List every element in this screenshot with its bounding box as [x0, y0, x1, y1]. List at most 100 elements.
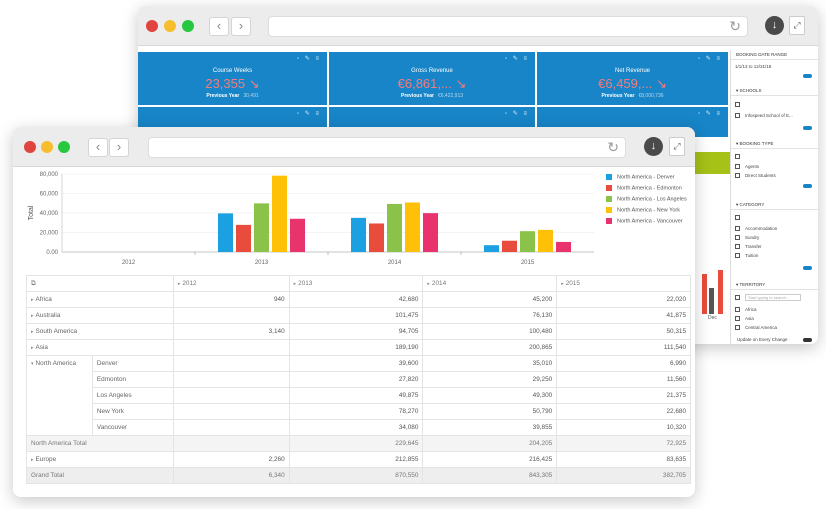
filter-toggle[interactable] [803, 266, 812, 270]
collapse-icon[interactable]: ▾ [31, 361, 34, 367]
filter-territory[interactable]: Africa [735, 307, 757, 313]
checkbox[interactable] [735, 113, 740, 119]
reload-icon[interactable]: ↻ [607, 139, 619, 155]
kpi-course-weeks[interactable]: ▫ ✎ ≡ Course Weeks 23,355 ↘ Previous Yea… [138, 52, 327, 105]
filter-territory[interactable]: Central America [735, 325, 777, 331]
close-dot[interactable] [24, 141, 36, 153]
kpi-value: €6,459,... ↘ [598, 76, 667, 91]
update-toggle[interactable] [803, 338, 812, 342]
filter-school-all[interactable] [735, 102, 745, 108]
pivot-settings-icon[interactable]: ⧉ [26, 275, 174, 292]
filter-category[interactable]: Sundry [735, 235, 759, 241]
filter-territory-search[interactable]: Start typing to search... [735, 294, 801, 301]
filter-booking-type[interactable]: Direct Students [735, 173, 776, 179]
filter-toggle[interactable] [803, 184, 812, 188]
row-header-north-america[interactable]: ▾ North America [26, 355, 93, 436]
checkbox[interactable] [735, 235, 740, 241]
table-row: ▸ South America 3,140 94,705 100,480 50,315 [26, 323, 691, 340]
table-cell: 94,705 [288, 323, 424, 340]
column-header-2015[interactable]: ▸ 2015 [556, 275, 691, 292]
checkbox[interactable] [735, 164, 740, 170]
checkbox[interactable] [735, 325, 740, 331]
maximize-dot[interactable] [58, 141, 70, 153]
filter-booking-type-title[interactable]: ▾ Booking Type [731, 139, 818, 149]
front-url-bar[interactable]: ↻ [148, 137, 626, 158]
y-tick-label: 0.00 [46, 250, 58, 256]
filter-schools-title[interactable]: ▾ Schools [731, 86, 818, 96]
table-cell [172, 387, 290, 404]
expand-icon[interactable]: ⤢ [669, 137, 685, 156]
filter-toggle[interactable] [803, 126, 812, 130]
checkbox[interactable] [735, 253, 740, 259]
column-header-2013[interactable]: ▸ 2013 [288, 275, 424, 292]
filter-category[interactable]: Accommodation [735, 226, 777, 232]
column-header-2014[interactable]: ▸ 2014 [422, 275, 558, 292]
expand-icon[interactable]: ▸ [31, 329, 34, 335]
kpi-tools-icon[interactable]: ▫ ✎ ≡ [698, 56, 722, 62]
back-nav-button[interactable]: ‹ [209, 17, 229, 36]
table-cell: 200,865 [422, 339, 558, 356]
expand-icon[interactable]: ▸ [31, 297, 34, 303]
filter-territory-title[interactable]: ▾ Territory [731, 280, 818, 290]
legend-item[interactable]: North America - Edmonton [606, 185, 682, 191]
legend-item[interactable]: North America - New York [606, 207, 680, 213]
maximize-dot[interactable] [182, 20, 194, 32]
checkbox[interactable] [735, 215, 740, 221]
row-header[interactable]: ▸ Asia [26, 339, 174, 356]
minimize-dot[interactable] [164, 20, 176, 32]
close-dot[interactable] [146, 20, 158, 32]
forward-nav-button[interactable]: › [231, 17, 251, 36]
row-header[interactable]: ▸ Africa [26, 291, 174, 308]
expand-icon[interactable]: ▸ [31, 457, 34, 463]
checkbox[interactable] [735, 307, 740, 313]
x-tick-label: 2014 [388, 260, 402, 266]
row-header[interactable]: ▸ South America [26, 323, 174, 340]
kpi-tools-icon[interactable]: ▫ ✎ ≡ [297, 56, 321, 62]
filter-school-item[interactable]: Infospeed School of E... [735, 113, 793, 119]
filter-category[interactable]: Transfer [735, 244, 762, 250]
checkbox[interactable] [735, 102, 740, 108]
kpi-tools-icon[interactable]: ▫ ✎ ≡ [505, 56, 529, 62]
row-header[interactable]: ▸ Australia [26, 307, 174, 324]
filter-category[interactable]: Tuition [735, 253, 758, 259]
checkbox[interactable] [735, 154, 740, 160]
minimize-dot[interactable] [41, 141, 53, 153]
filter-booking-all[interactable] [735, 154, 745, 160]
legend-item[interactable]: North America - Los Angeles [606, 196, 687, 202]
filter-category-all[interactable] [735, 215, 745, 221]
checkbox[interactable] [735, 226, 740, 232]
kpi-gross-revenue[interactable]: ▫ ✎ ≡ Gross Revenue €6,861,... ↘ Previou… [329, 52, 535, 105]
filter-toggle[interactable] [803, 74, 812, 78]
filter-date-value[interactable]: 1/1/13 to 12/31/18 [735, 64, 772, 69]
reload-icon[interactable]: ↻ [729, 18, 741, 34]
filter-territory[interactable]: Asia [735, 316, 754, 322]
checkbox[interactable] [735, 173, 740, 179]
back-url-bar[interactable]: ↻ [268, 16, 748, 37]
filter-booking-type[interactable]: Agents [735, 164, 759, 170]
column-header-2012[interactable]: ▸ 2012 [172, 275, 290, 292]
expand-icon[interactable]: ▸ [31, 313, 34, 319]
pivot-table: ⧉ ▸ 2012 ▸ 2013 ▸ 2014 ▸ 2015 ▸ Africa 940 42,6… [26, 275, 691, 484]
legend-item[interactable]: North America - Vancouver [606, 218, 683, 224]
row-subheader: New York [91, 403, 174, 420]
checkbox[interactable] [735, 316, 740, 322]
row-header[interactable]: ▸ Europe [26, 451, 174, 468]
table-cell [172, 307, 290, 324]
table-cell: 42,680 [288, 291, 424, 308]
expand-icon[interactable]: ▸ [31, 345, 34, 351]
table-cell: 41,875 [556, 307, 691, 324]
kpi-net-revenue[interactable]: ▫ ✎ ≡ Net Revenue €6,459,... ↘ Previous … [537, 52, 728, 105]
forward-nav-button[interactable]: › [109, 138, 129, 157]
legend-item[interactable]: North America - Denver [606, 174, 674, 180]
table-cell: 382,705 [556, 467, 691, 484]
table-cell [172, 339, 290, 356]
checkbox[interactable] [735, 244, 740, 250]
back-nav-button[interactable]: ‹ [88, 138, 108, 157]
bar-chart: 80,000 60,000 40,000 20,000 0.00 Total 2012 201… [28, 172, 594, 266]
download-icon[interactable]: ↓ [765, 16, 784, 35]
filter-category-title[interactable]: ▾ Category [731, 200, 818, 210]
expand-icon[interactable]: ⤢ [789, 16, 805, 35]
mini-chart-label: Dec [708, 315, 717, 321]
checkbox[interactable] [735, 295, 740, 301]
download-icon[interactable]: ↓ [644, 137, 663, 156]
